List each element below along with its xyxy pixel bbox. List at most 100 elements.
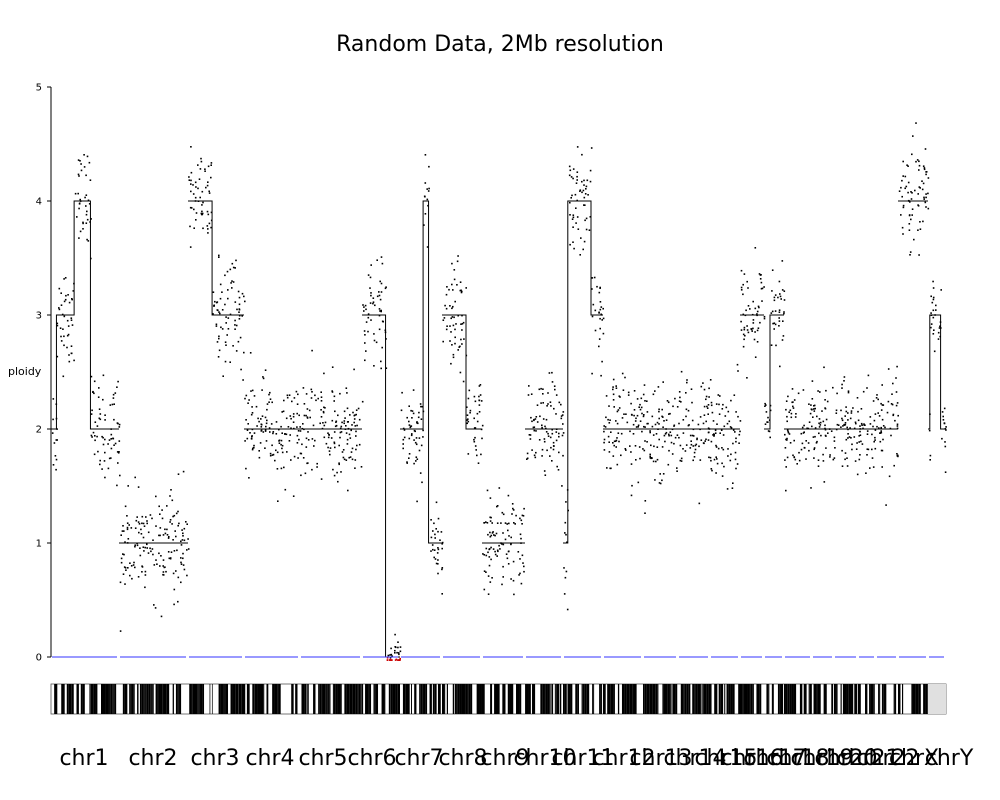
data-point xyxy=(614,440,617,442)
ideogram-band xyxy=(246,684,250,714)
ideogram-band xyxy=(369,684,372,714)
data-point xyxy=(896,402,899,404)
data-point xyxy=(353,414,356,417)
ideogram-band xyxy=(137,684,138,714)
data-point xyxy=(869,423,872,425)
data-point xyxy=(693,451,696,454)
data-point xyxy=(786,429,789,431)
data-point xyxy=(146,522,148,525)
data-point xyxy=(292,421,295,423)
data-point xyxy=(343,420,346,422)
data-point xyxy=(933,329,935,331)
data-point xyxy=(416,421,418,423)
ideogram-band xyxy=(110,684,113,714)
data-point xyxy=(620,454,622,457)
data-point xyxy=(134,476,136,479)
data-point xyxy=(507,563,510,565)
data-point xyxy=(571,218,574,220)
data-point xyxy=(632,423,635,426)
data-point xyxy=(624,376,626,379)
ideogram-band xyxy=(291,684,294,714)
ideogram-band xyxy=(657,684,659,714)
data-point xyxy=(891,403,894,406)
data-point xyxy=(720,429,723,431)
data-point xyxy=(467,420,470,423)
data-point xyxy=(292,495,295,497)
data-point xyxy=(237,290,240,293)
data-point xyxy=(123,530,125,532)
data-point xyxy=(380,282,383,285)
data-point xyxy=(788,433,791,435)
data-point xyxy=(437,563,439,565)
data-point xyxy=(298,414,300,417)
data-point xyxy=(215,323,218,326)
data-point xyxy=(805,440,807,442)
data-point xyxy=(617,409,620,411)
data-point xyxy=(800,448,803,451)
data-point xyxy=(697,423,700,426)
data-point xyxy=(201,213,203,216)
ideogram-band xyxy=(655,684,658,714)
data-point xyxy=(600,313,602,316)
ideogram-band xyxy=(179,684,182,714)
data-point xyxy=(496,522,499,524)
data-point xyxy=(556,465,558,468)
data-point xyxy=(183,568,186,571)
data-point xyxy=(126,522,129,524)
data-point xyxy=(248,399,250,401)
ideogram-band xyxy=(375,684,379,714)
data-point xyxy=(910,198,913,200)
data-point xyxy=(581,180,583,183)
ideogram-band xyxy=(332,684,334,714)
chromosome-label-chr9: chr9 xyxy=(480,746,529,771)
ideogram-band xyxy=(547,684,550,714)
data-point xyxy=(409,425,412,428)
data-point xyxy=(646,411,649,413)
data-point xyxy=(818,432,820,435)
data-point xyxy=(311,468,313,471)
data-point xyxy=(473,438,475,441)
data-point xyxy=(767,416,769,419)
data-point xyxy=(746,325,748,327)
data-point xyxy=(269,391,271,394)
data-point xyxy=(280,443,282,446)
data-point xyxy=(478,411,481,413)
data-point xyxy=(134,566,136,569)
ideogram-band xyxy=(675,684,678,714)
data-point xyxy=(271,454,274,456)
data-point xyxy=(117,380,119,383)
data-point xyxy=(944,445,947,448)
data-point xyxy=(552,448,555,451)
data-point xyxy=(733,394,736,396)
data-point xyxy=(208,192,211,194)
data-point xyxy=(553,407,555,410)
data-point xyxy=(531,449,533,451)
data-point xyxy=(819,391,821,393)
data-point xyxy=(305,437,308,440)
data-point xyxy=(638,406,640,408)
data-point xyxy=(166,505,168,507)
data-point xyxy=(740,289,743,291)
data-point xyxy=(299,430,302,432)
data-point xyxy=(778,325,780,327)
data-point xyxy=(124,567,127,569)
data-point xyxy=(131,577,133,580)
data-point xyxy=(110,457,112,459)
data-point xyxy=(169,521,171,523)
data-point xyxy=(355,448,357,451)
data-point xyxy=(170,551,173,553)
data-point xyxy=(918,160,920,163)
data-point xyxy=(872,466,875,468)
data-point xyxy=(644,512,646,514)
data-point xyxy=(431,544,434,546)
data-point xyxy=(290,427,292,429)
data-point xyxy=(133,561,135,564)
data-point xyxy=(134,545,136,548)
ideogram-band xyxy=(633,684,637,714)
data-point xyxy=(71,298,73,300)
data-point xyxy=(480,453,482,456)
data-point xyxy=(685,444,688,446)
data-point xyxy=(841,383,843,386)
data-point xyxy=(506,557,509,560)
data-point xyxy=(96,425,99,427)
